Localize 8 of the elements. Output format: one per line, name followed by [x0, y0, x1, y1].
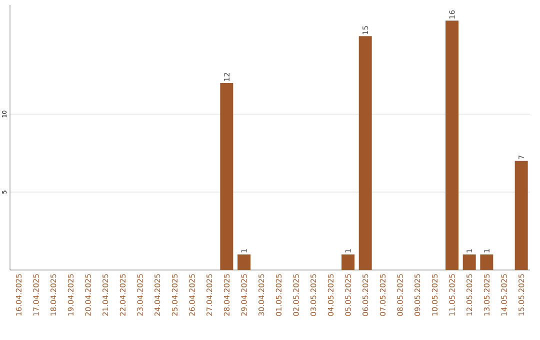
bar	[514, 160, 528, 270]
bar	[358, 36, 372, 270]
bar	[462, 254, 476, 270]
bar	[342, 254, 354, 270]
bar	[480, 254, 494, 270]
bar	[238, 254, 250, 270]
bar	[446, 20, 459, 270]
bar	[220, 82, 234, 270]
